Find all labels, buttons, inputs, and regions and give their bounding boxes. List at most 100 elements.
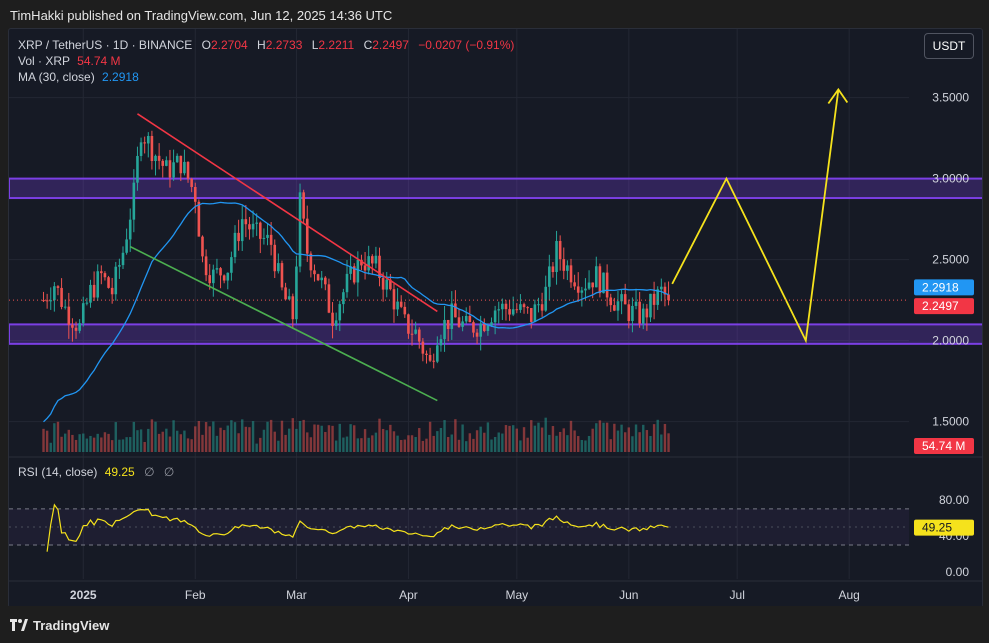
candle-body[interactable] xyxy=(161,160,165,166)
candle-body[interactable] xyxy=(548,266,551,287)
candle-body[interactable] xyxy=(309,253,313,271)
candle-body[interactable] xyxy=(132,182,136,220)
candle-body[interactable] xyxy=(208,275,212,284)
candle-body[interactable] xyxy=(226,272,230,281)
candle-body[interactable] xyxy=(367,256,370,271)
candle-body[interactable] xyxy=(165,160,168,166)
candle-body[interactable] xyxy=(146,136,150,144)
candle-body[interactable] xyxy=(555,240,558,273)
candle-body[interactable] xyxy=(42,300,45,302)
candle-body[interactable] xyxy=(468,316,472,323)
candle-body[interactable] xyxy=(392,289,396,310)
ma-label[interactable]: MA (30, close) xyxy=(18,70,95,84)
candle-body[interactable] xyxy=(96,271,100,298)
candle-body[interactable] xyxy=(417,329,421,342)
candle-body[interactable] xyxy=(298,192,302,267)
candle-body[interactable] xyxy=(342,292,345,305)
candle-body[interactable] xyxy=(580,290,584,293)
candle-body[interactable] xyxy=(436,345,439,362)
candle-body[interactable] xyxy=(587,282,591,289)
candle-body[interactable] xyxy=(143,142,146,144)
candle-body[interactable] xyxy=(258,222,262,239)
candle-body[interactable] xyxy=(457,317,461,327)
ma-line[interactable] xyxy=(43,201,669,423)
candle-body[interactable] xyxy=(490,322,493,326)
candle-body[interactable] xyxy=(179,155,183,174)
candle-body[interactable] xyxy=(291,296,295,320)
candle-body[interactable] xyxy=(638,301,641,324)
price-chart[interactable]: 3.5000 3.0000 2.5000 2.0000 1.5000 2.2918 2.24… xyxy=(9,29,982,607)
candle-body[interactable] xyxy=(197,201,201,237)
candle-body[interactable] xyxy=(60,287,63,307)
candle-body[interactable] xyxy=(551,266,555,273)
candle-body[interactable] xyxy=(562,259,566,271)
candle-body[interactable] xyxy=(627,304,631,322)
candle-body[interactable] xyxy=(313,270,316,275)
candle-body[interactable] xyxy=(620,294,623,302)
candle-body[interactable] xyxy=(389,279,392,290)
candle-body[interactable] xyxy=(544,286,548,311)
descending-resistance-line[interactable] xyxy=(137,113,438,313)
candle-body[interactable] xyxy=(215,268,219,270)
candle-body[interactable] xyxy=(598,266,602,294)
candle-body[interactable] xyxy=(49,300,53,302)
candle-body[interactable] xyxy=(515,309,519,311)
candle-body[interactable] xyxy=(186,161,190,179)
candle-body[interactable] xyxy=(501,303,504,310)
candle-body[interactable] xyxy=(428,355,432,361)
candle-body[interactable] xyxy=(103,273,107,278)
candle-body[interactable] xyxy=(349,266,352,274)
candle-body[interactable] xyxy=(529,308,533,322)
candle-body[interactable] xyxy=(454,303,457,318)
candle-body[interactable] xyxy=(345,273,349,293)
candle-body[interactable] xyxy=(569,265,573,283)
candle-body[interactable] xyxy=(649,293,652,318)
candle-body[interactable] xyxy=(237,232,240,242)
candle-body[interactable] xyxy=(634,301,638,306)
candle-body[interactable] xyxy=(320,277,324,281)
candle-body[interactable] xyxy=(168,160,172,178)
candle-body[interactable] xyxy=(576,286,580,293)
candle-body[interactable] xyxy=(623,294,627,305)
candle-body[interactable] xyxy=(352,266,356,283)
candle-body[interactable] xyxy=(204,256,208,276)
candle-body[interactable] xyxy=(269,234,273,245)
candle-body[interactable] xyxy=(616,301,620,311)
candle-body[interactable] xyxy=(511,309,515,315)
candle-body[interactable] xyxy=(385,279,389,290)
candle-body[interactable] xyxy=(613,305,616,311)
tradingview-logo[interactable]: TradingView xyxy=(10,618,109,633)
candle-body[interactable] xyxy=(212,269,215,284)
candle-body[interactable] xyxy=(652,293,656,305)
candle-body[interactable] xyxy=(641,308,645,324)
currency-button[interactable]: USDT xyxy=(924,33,974,59)
rsi-label[interactable]: RSI (14, close) xyxy=(18,465,98,479)
candle-body[interactable] xyxy=(316,274,320,281)
candle-body[interactable] xyxy=(403,306,407,315)
candle-body[interactable] xyxy=(287,296,291,300)
candle-body[interactable] xyxy=(266,234,269,238)
volume-label[interactable]: Vol · XRP xyxy=(18,54,70,68)
candle-body[interactable] xyxy=(486,325,490,331)
candle-body[interactable] xyxy=(240,219,244,242)
candle-body[interactable] xyxy=(475,332,479,337)
candle-body[interactable] xyxy=(107,277,110,288)
symbol-label[interactable]: XRP / TetherUS · 1D · BINANCE xyxy=(18,38,193,52)
candle-body[interactable] xyxy=(67,306,71,325)
candle-body[interactable] xyxy=(157,155,161,161)
candle-body[interactable] xyxy=(667,294,670,301)
candle-body[interactable] xyxy=(421,341,425,354)
candle-body[interactable] xyxy=(450,303,454,329)
candle-body[interactable] xyxy=(410,333,414,335)
candle-body[interactable] xyxy=(92,284,96,298)
projection-path[interactable] xyxy=(671,89,840,344)
candle-body[interactable] xyxy=(540,304,544,311)
candle-body[interactable] xyxy=(533,304,537,322)
candle-body[interactable] xyxy=(150,136,154,162)
candle-body[interactable] xyxy=(56,286,60,288)
candle-body[interactable] xyxy=(605,272,609,298)
candle-body[interactable] xyxy=(201,236,204,257)
candle-body[interactable] xyxy=(660,286,663,290)
candle-body[interactable] xyxy=(439,339,443,346)
candle-body[interactable] xyxy=(154,155,157,162)
